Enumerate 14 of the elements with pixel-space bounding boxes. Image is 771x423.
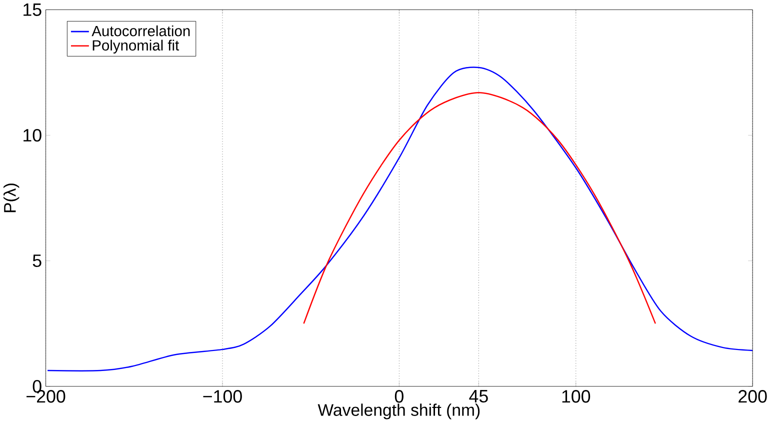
legend-label: Autocorrelation — [92, 26, 190, 36]
x-axis-title: Wavelength shift (nm) — [318, 404, 480, 420]
y-tick-label: 5 — [32, 254, 42, 268]
x-tick-label: 45 — [469, 390, 488, 403]
y-axis-title: P(λ) — [4, 184, 20, 212]
x-tick-label: 100 — [562, 390, 590, 403]
y-tick-label: 10 — [24, 129, 42, 142]
line-series — [303, 92, 656, 324]
y-tick-label: 15 — [24, 4, 42, 16]
legend-label: Polynomial fit — [92, 40, 180, 54]
x-tick-label: −100 — [203, 390, 242, 403]
line-series — [46, 66, 753, 372]
x-tick-label: 200 — [738, 390, 767, 403]
x-tick-label: 0 — [394, 390, 404, 403]
